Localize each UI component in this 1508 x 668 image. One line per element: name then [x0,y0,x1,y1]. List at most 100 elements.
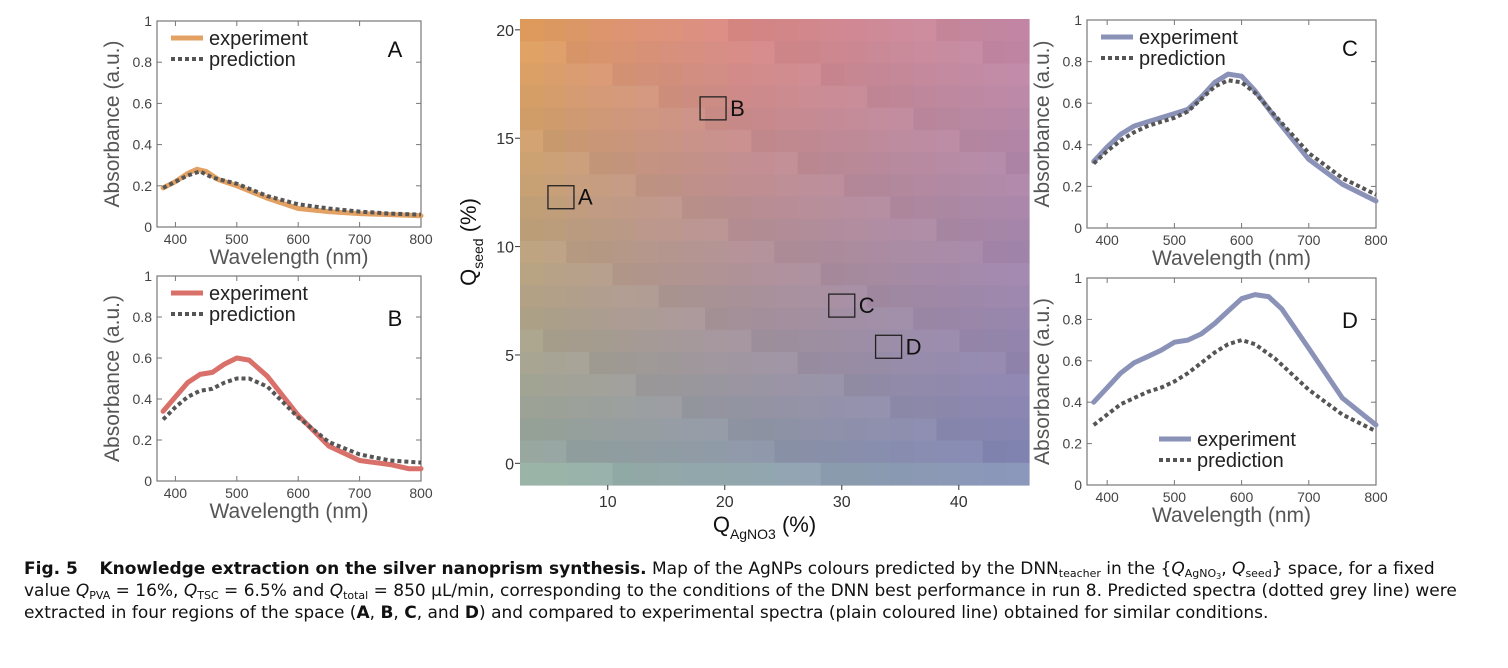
heatmap-cell [658,351,683,375]
heatmap-cell [612,107,637,131]
heatmap-cell [843,440,868,464]
heatmap-cell [890,462,914,486]
plot-frame [1086,277,1377,486]
heatmap-cell [1005,107,1030,131]
heatmap-cell [728,174,752,198]
heatmap-cell [566,285,591,309]
heatmap-cell [520,329,544,353]
y-tick-label: 0.2 [1063,436,1083,452]
region-label-b: B [730,96,745,121]
heatmap-cell [1005,440,1030,464]
heatmap-cell [681,396,706,420]
x-axis-label: Wavelength (nm) [209,500,368,523]
heatmap-cell [797,263,822,286]
heatmap-cell [543,41,567,64]
y-axis-label: Absorbance (a.u.) [1031,41,1054,208]
heatmap-cell [820,63,845,87]
heatmap-cell [890,263,914,286]
heatmap-cell [1005,196,1030,220]
heatmap-cell [681,329,706,353]
heatmap-cell [843,263,868,286]
heatmap-cell [820,418,845,442]
series-line-experiment [1091,71,1379,204]
heatmap-cell [589,63,614,87]
heatmap-cell [774,440,799,464]
legend-label-experiment: experiment [1197,429,1296,451]
heatmap-cell [681,196,706,220]
heatmap-cell [589,263,614,286]
heatmap-cell [658,174,683,198]
series-line-experiment [160,166,424,219]
heatmap-cell [982,41,1007,64]
heatmap-cell [635,440,660,464]
heatmap-cell [820,196,845,220]
heatmap-cell [543,129,567,153]
heatmap-cell [1005,307,1030,331]
heatmap-cell [520,285,544,309]
heatmap-cell [913,107,938,131]
heatmap-cell [797,129,822,153]
heatmap-cell [728,85,752,109]
panel-letter: B [388,306,403,331]
heatmap-cell [728,129,752,153]
x-tick-label: 800 [1364,489,1388,505]
heatmap-cell [635,351,660,375]
y-tick-label: 0.4 [133,137,153,153]
heatmap-cell [635,174,660,198]
heatmap-cell [728,41,752,64]
heatmap-cell [705,462,729,486]
x-tick-label: 700 [1297,232,1321,248]
heatmap-cell [774,263,799,286]
heatmap-cell [959,374,984,397]
heatmap-cell [867,63,891,87]
heatmap-cell [890,396,914,420]
heatmap-cell [612,63,637,87]
heatmap-cell [543,263,567,286]
heatmap-cell [1005,462,1030,486]
heatmap-cell [1005,240,1030,264]
heatmap-cell [1005,85,1030,109]
heatmap-cell [797,196,822,220]
heatmap-cell [658,285,683,309]
heatmap-cell [913,174,938,198]
heatmap-cell [751,174,776,198]
heatmap-cell [936,263,961,286]
heatmap-cell [635,218,660,242]
heatmap-cell [867,285,891,309]
heatmap-cell [728,196,752,220]
heatmap-cell [520,440,544,464]
heatmap-cell [728,396,752,420]
heatmap-cell [566,85,591,109]
heatmap-cell [890,196,914,220]
heatmap-cell [820,396,845,420]
heatmap-cell [705,418,729,442]
legend-label-experiment: experiment [209,283,308,305]
legend-label-experiment: experiment [209,28,308,50]
y-tick-label: 15 [496,131,514,148]
heatmap-cell [797,351,822,375]
heatmap-cell [1005,351,1030,375]
x-tick-label: 400 [1095,489,1119,505]
heatmap-cell [982,396,1007,420]
caption-text: Map of the AgNPs colours predicted by th… [646,559,1059,579]
heatmap-cell [890,107,914,131]
region-box-d [874,334,903,359]
heatmap-cell [612,307,637,331]
heatmap-cell [681,41,706,64]
heatmap-cell [520,263,544,286]
heatmap-cell [797,307,822,331]
heatmap-cell [681,374,706,397]
heatmap-cell [774,351,799,375]
heatmap-cell [797,418,822,442]
x-axis-label: Wavelength (nm) [209,246,368,269]
heatmap-cell [959,152,984,175]
caption-title: Knowledge extraction on the silver nanop… [99,559,647,579]
heatmap-cell [612,41,637,64]
heatmap-cell [820,285,845,309]
heatmap-cell [635,63,660,87]
x-tick-label: 700 [348,485,372,501]
x-tick-label: 500 [225,485,249,501]
heatmap-cell [890,307,914,331]
heatmap-cell [543,196,567,220]
